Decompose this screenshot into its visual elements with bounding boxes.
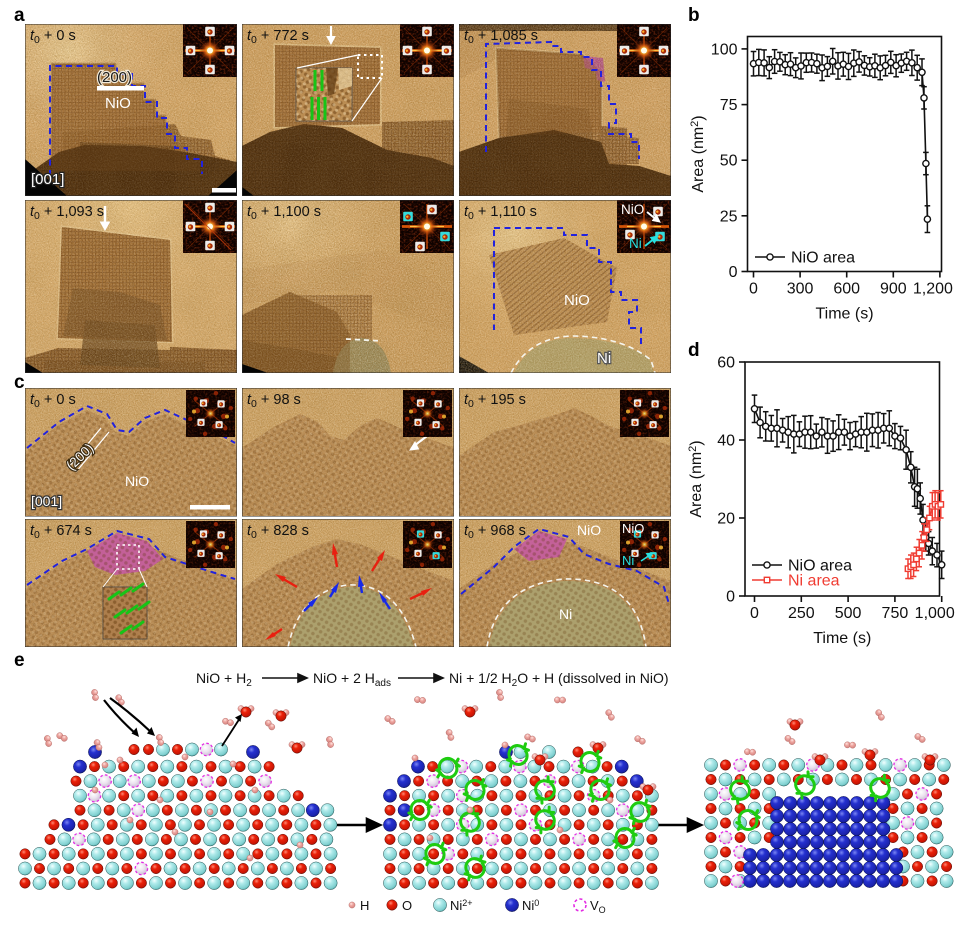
svg-text:100: 100	[711, 41, 738, 58]
svg-text:t0 + 1,093 s: t0 + 1,093 s	[30, 204, 104, 222]
svg-text:t0 + 1,085 s: t0 + 1,085 s	[464, 28, 538, 46]
svg-text:NiO: NiO	[621, 202, 644, 217]
svg-text:0: 0	[729, 264, 738, 281]
svg-text:NiO + 2 Hads: NiO + 2 Hads	[313, 670, 391, 689]
svg-text:(200): (200)	[97, 69, 132, 86]
svg-text:e: e	[14, 650, 25, 671]
svg-text:300: 300	[787, 281, 814, 298]
svg-text:Ni: Ni	[629, 236, 642, 251]
svg-text:Ni + 1/2 H2O + H (dissolved in: Ni + 1/2 H2O + H (dissolved in NiO)	[449, 670, 669, 689]
svg-text:600: 600	[833, 281, 860, 298]
svg-text:t0 + 1,100 s: t0 + 1,100 s	[247, 204, 321, 222]
svg-text:1,200: 1,200	[913, 281, 953, 298]
svg-text:c: c	[14, 372, 25, 393]
svg-text:Time (s): Time (s)	[815, 306, 873, 323]
svg-text:NiO: NiO	[125, 473, 149, 489]
svg-text:[001]: [001]	[31, 171, 64, 188]
svg-text:Ni: Ni	[559, 606, 572, 622]
svg-text:t0 + 0 s: t0 + 0 s	[30, 392, 76, 410]
svg-text:50: 50	[720, 153, 738, 170]
svg-text:Area (nm2): Area (nm2)	[687, 440, 705, 517]
svg-text:NiO area: NiO area	[791, 250, 855, 267]
svg-text:Time (s): Time (s)	[813, 630, 871, 647]
svg-text:40: 40	[717, 433, 735, 450]
svg-text:750: 750	[882, 605, 909, 622]
svg-text:1,000: 1,000	[915, 605, 955, 622]
svg-text:Area (nm2): Area (nm2)	[689, 115, 707, 192]
svg-text:500: 500	[835, 605, 862, 622]
svg-text:Ni: Ni	[622, 553, 634, 568]
svg-text:t0 + 0 s: t0 + 0 s	[30, 28, 76, 46]
svg-text:t0 + 674 s: t0 + 674 s	[30, 523, 92, 541]
svg-text:[001]: [001]	[31, 493, 62, 509]
svg-text:O: O	[402, 898, 412, 913]
svg-text:20: 20	[717, 511, 735, 528]
svg-text:t0 + 968 s: t0 + 968 s	[464, 523, 526, 541]
svg-text:900: 900	[880, 281, 907, 298]
svg-text:b: b	[688, 5, 700, 26]
svg-text:250: 250	[788, 605, 815, 622]
svg-text:NiO + H2: NiO + H2	[196, 670, 252, 689]
svg-text:t0 + 195 s: t0 + 195 s	[464, 392, 526, 410]
svg-text:[001]: [001]	[31, 493, 62, 509]
svg-text:[001]: [001]	[31, 171, 64, 188]
svg-text:(200): (200)	[97, 69, 132, 86]
svg-text:NiO area: NiO area	[788, 558, 852, 575]
svg-text:75: 75	[720, 97, 738, 114]
svg-text:t0 + 828 s: t0 + 828 s	[247, 523, 309, 541]
svg-text:NiO: NiO	[564, 292, 590, 309]
svg-text:Ni: Ni	[597, 350, 611, 367]
svg-text:NiO: NiO	[577, 522, 601, 538]
svg-text:Ni: Ni	[597, 350, 611, 367]
svg-text:60: 60	[717, 355, 735, 372]
svg-text:0: 0	[749, 281, 758, 298]
svg-text:0: 0	[750, 605, 759, 622]
svg-text:Ni area: Ni area	[788, 573, 840, 590]
svg-text:t0 + 772 s: t0 + 772 s	[247, 28, 309, 46]
svg-text:t0 + 98 s: t0 + 98 s	[247, 392, 301, 410]
svg-text:t0 + 1,110 s: t0 + 1,110 s	[464, 204, 537, 222]
svg-text:0: 0	[726, 589, 735, 606]
svg-text:a: a	[14, 5, 25, 26]
svg-text:25: 25	[720, 208, 738, 225]
svg-text:H: H	[360, 898, 369, 913]
svg-text:NiO: NiO	[622, 521, 644, 536]
svg-text:d: d	[688, 340, 700, 361]
svg-text:NiO: NiO	[105, 95, 131, 112]
